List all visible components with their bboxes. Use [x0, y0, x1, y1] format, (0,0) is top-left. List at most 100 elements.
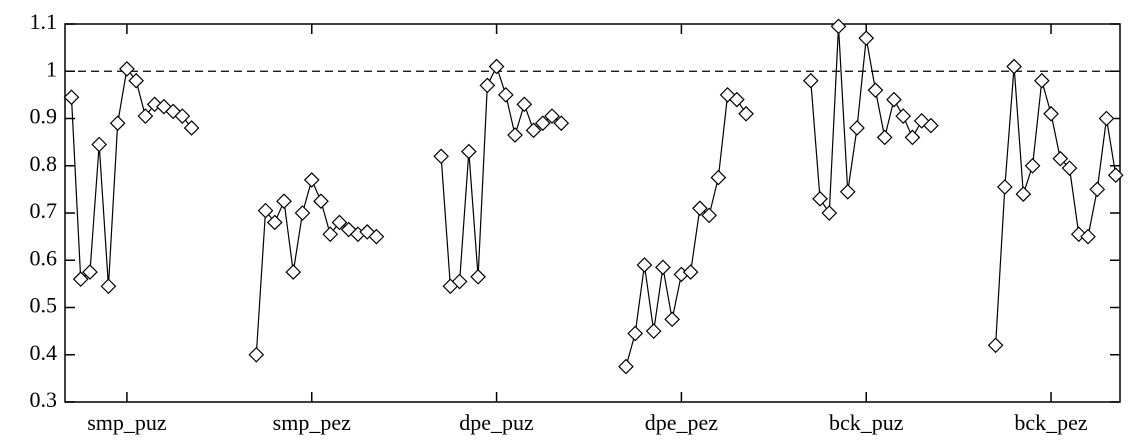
data-point	[516, 96, 533, 113]
data-point	[266, 214, 283, 231]
data-point	[470, 268, 486, 285]
data-point	[109, 115, 126, 132]
data-point	[72, 271, 89, 287]
data-point	[1107, 167, 1124, 184]
x-tick-label: smp_pez	[273, 410, 351, 435]
data-point	[830, 18, 847, 35]
data-point	[294, 205, 311, 221]
data-point	[183, 120, 200, 136]
data-point	[257, 202, 274, 219]
data-point	[1015, 186, 1032, 202]
data-point	[119, 61, 135, 77]
data-point	[303, 172, 320, 188]
data-point	[534, 115, 551, 132]
data-point	[553, 115, 570, 132]
data-point	[461, 143, 477, 160]
data-point	[923, 117, 939, 134]
data-point	[867, 82, 884, 98]
data-point	[645, 323, 662, 339]
data-point	[91, 136, 108, 153]
data-point	[146, 96, 163, 113]
data-point	[710, 169, 727, 186]
data-point	[313, 193, 329, 210]
data-point	[174, 108, 191, 124]
data-point	[248, 346, 265, 363]
data-point	[1006, 58, 1022, 75]
data-point	[664, 311, 681, 328]
data-point	[729, 91, 745, 108]
data-point	[63, 89, 80, 106]
data-point	[451, 273, 468, 290]
y-tick-label: 0.8	[30, 151, 58, 176]
plot-frame	[64, 23, 1121, 403]
data-point	[479, 77, 496, 94]
data-point	[738, 105, 754, 122]
y-tick-label: 0.5	[30, 293, 58, 318]
y-tick-label: 0.4	[30, 340, 58, 365]
series-line	[625, 93, 747, 367]
data-point	[636, 257, 653, 273]
data-point	[544, 108, 560, 124]
data-point	[276, 193, 292, 210]
data-point	[368, 228, 385, 245]
data-point	[839, 183, 856, 200]
data-point	[1061, 160, 1078, 176]
data-point	[913, 113, 930, 129]
data-point	[100, 278, 117, 295]
data-point	[655, 259, 671, 276]
x-tick-label: dpe_puz	[459, 410, 534, 435]
y-tick-label: 0.6	[30, 245, 58, 270]
data-point	[802, 72, 819, 89]
data-point	[137, 108, 154, 124]
data-point	[858, 30, 875, 47]
y-tick-label: 0.3	[30, 387, 58, 412]
data-point	[701, 207, 717, 224]
data-point	[340, 221, 357, 238]
data-point	[618, 358, 634, 375]
data-point	[627, 325, 644, 342]
y-tick-label: 0.7	[30, 198, 58, 223]
data-point	[1098, 110, 1115, 127]
series-line	[810, 26, 932, 215]
data-point	[128, 72, 145, 89]
series-line	[440, 64, 562, 288]
data-point	[497, 87, 514, 103]
data-point	[895, 108, 912, 124]
data-point	[488, 58, 505, 75]
x-tick-label: bck_pez	[1014, 410, 1088, 435]
data-point	[692, 200, 708, 217]
y-tick-label: 1.1	[30, 9, 58, 34]
data-point	[682, 264, 699, 280]
series-line	[70, 67, 193, 287]
data-point	[987, 337, 1004, 354]
x-tick-label: bck_puz	[829, 410, 904, 435]
data-point	[886, 91, 902, 108]
data-point	[507, 127, 523, 143]
y-tick-label: 1	[46, 56, 57, 81]
data-point	[1033, 72, 1050, 89]
data-point	[331, 214, 348, 231]
data-point	[849, 120, 865, 136]
data-point	[285, 264, 302, 280]
data-point	[156, 98, 172, 115]
data-point	[525, 122, 542, 139]
data-point	[1043, 105, 1059, 122]
data-point	[82, 264, 98, 280]
series-line	[995, 66, 1117, 346]
data-point	[876, 129, 893, 146]
data-point	[997, 179, 1013, 195]
data-point	[1052, 150, 1069, 167]
data-point	[433, 148, 449, 165]
data-point	[1080, 228, 1096, 245]
data-point	[812, 190, 828, 207]
y-tick-label: 0.9	[30, 104, 58, 129]
series-line	[255, 178, 377, 355]
data-point	[904, 129, 921, 146]
x-tick-label: dpe_pez	[645, 410, 719, 435]
data-point	[821, 205, 838, 221]
data-point	[322, 226, 339, 243]
x-tick-label: smp_puz	[87, 410, 167, 435]
data-point	[1024, 157, 1041, 174]
data-point	[1089, 181, 1106, 198]
